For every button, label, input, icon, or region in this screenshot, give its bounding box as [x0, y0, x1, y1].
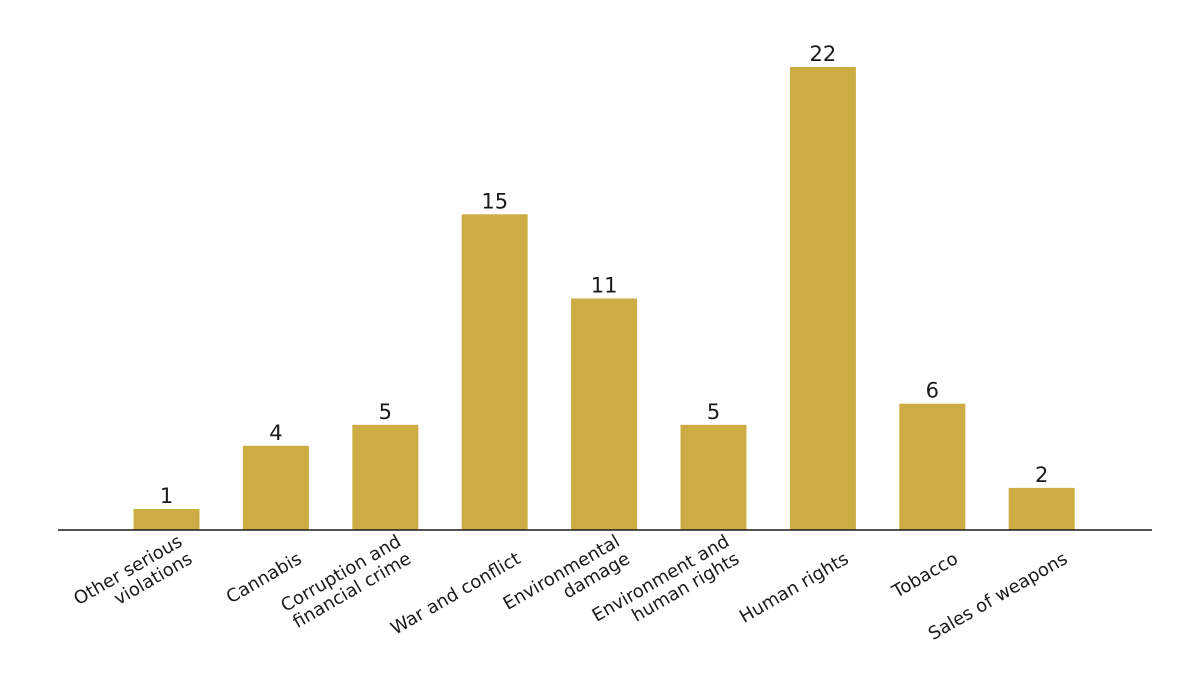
bar: [680, 424, 747, 530]
bar: [789, 67, 856, 530]
data-labels-group: 1 4 5 15 11 5 22 6 2: [160, 42, 1049, 508]
bar-value-label: 11: [591, 274, 618, 298]
bar: [133, 509, 200, 530]
bar-value-label: 22: [810, 42, 837, 66]
category-label: Tobacco: [888, 548, 962, 603]
category-label-line: Human rights: [736, 548, 852, 627]
bars-group: [133, 67, 1075, 531]
bar-value-label: 5: [707, 400, 720, 424]
bar: [571, 298, 638, 530]
bar-value-label: 5: [379, 400, 392, 424]
bar-value-label: 4: [269, 421, 282, 445]
bar-value-label: 15: [481, 189, 508, 213]
bar: [461, 214, 528, 531]
bar: [242, 445, 309, 530]
bar-value-label: 1: [160, 484, 173, 508]
bar: [352, 424, 419, 530]
bar: [899, 403, 966, 530]
category-label-line: Tobacco: [888, 548, 962, 603]
bar-value-label: 6: [926, 379, 939, 403]
bar-value-label: 2: [1035, 463, 1048, 487]
category-label: Human rights: [736, 548, 852, 627]
bar: [1008, 487, 1075, 530]
